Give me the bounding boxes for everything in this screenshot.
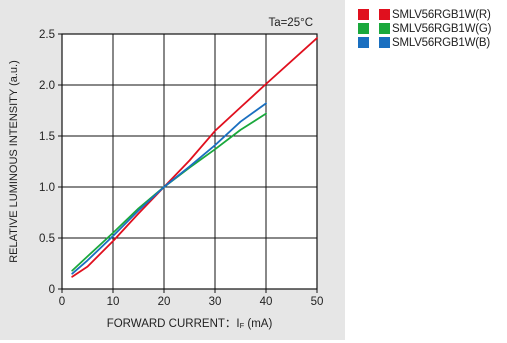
x-axis-label-unit: (mA) bbox=[244, 318, 272, 330]
legend-label: SMLV56RGB1W(R) bbox=[392, 8, 491, 21]
chart-svg: 0 10 20 30 40 50 0 0.5 1.0 1.5 2.0 2.5 Ta=25°C FORWAR… bbox=[8, 17, 324, 330]
series-line-2 bbox=[71, 102, 267, 275]
legend-swatch-inline bbox=[379, 37, 390, 48]
x-axis-label: FORWARD CURRENT：IF (mA) bbox=[107, 318, 273, 330]
plot-frame bbox=[61, 33, 318, 290]
legend-item: SMLV56RGB1W(R) bbox=[358, 8, 491, 21]
legend-swatch bbox=[358, 37, 369, 48]
y-tick-label: 2.0 bbox=[39, 80, 55, 92]
y-tick-label: 1.5 bbox=[39, 131, 55, 143]
legend-swatch bbox=[358, 23, 369, 34]
legend-swatch bbox=[358, 9, 369, 20]
y-tick-label: 2.5 bbox=[39, 29, 55, 41]
legend-label: SMLV56RGB1W(B) bbox=[392, 36, 490, 49]
x-axis-label-subscript: F bbox=[240, 321, 245, 330]
x-tick-label: 40 bbox=[260, 296, 273, 308]
y-tick-label: 1.0 bbox=[39, 182, 55, 194]
y-tick-label: 0 bbox=[49, 284, 55, 296]
x-tick-label: 20 bbox=[158, 296, 171, 308]
legend: SMLV56RGB1W(R) SMLV56RGB1W(G) SMLV56RGB1W(… bbox=[358, 8, 491, 50]
x-tick-label: 30 bbox=[209, 296, 222, 308]
y-axis-label: RELATIVE LUMINOUS INTENSITY (a.u.) bbox=[8, 60, 20, 263]
series-line-0 bbox=[71, 37, 318, 278]
x-tick-label: 10 bbox=[107, 296, 120, 308]
legend-item: SMLV56RGB1W(G) bbox=[358, 22, 491, 35]
x-tick-label: 0 bbox=[59, 296, 65, 308]
legend-item: SMLV56RGB1W(B) bbox=[358, 36, 491, 49]
legend-swatch-inline bbox=[379, 9, 390, 20]
y-tick-label: 0.5 bbox=[39, 233, 55, 245]
annotation: Ta=25°C bbox=[268, 17, 313, 29]
legend-swatch-inline bbox=[379, 23, 390, 34]
legend-label: SMLV56RGB1W(G) bbox=[392, 22, 492, 35]
x-tick-label: 50 bbox=[311, 296, 324, 308]
x-axis-label-main: FORWARD CURRENT：I bbox=[107, 318, 240, 330]
